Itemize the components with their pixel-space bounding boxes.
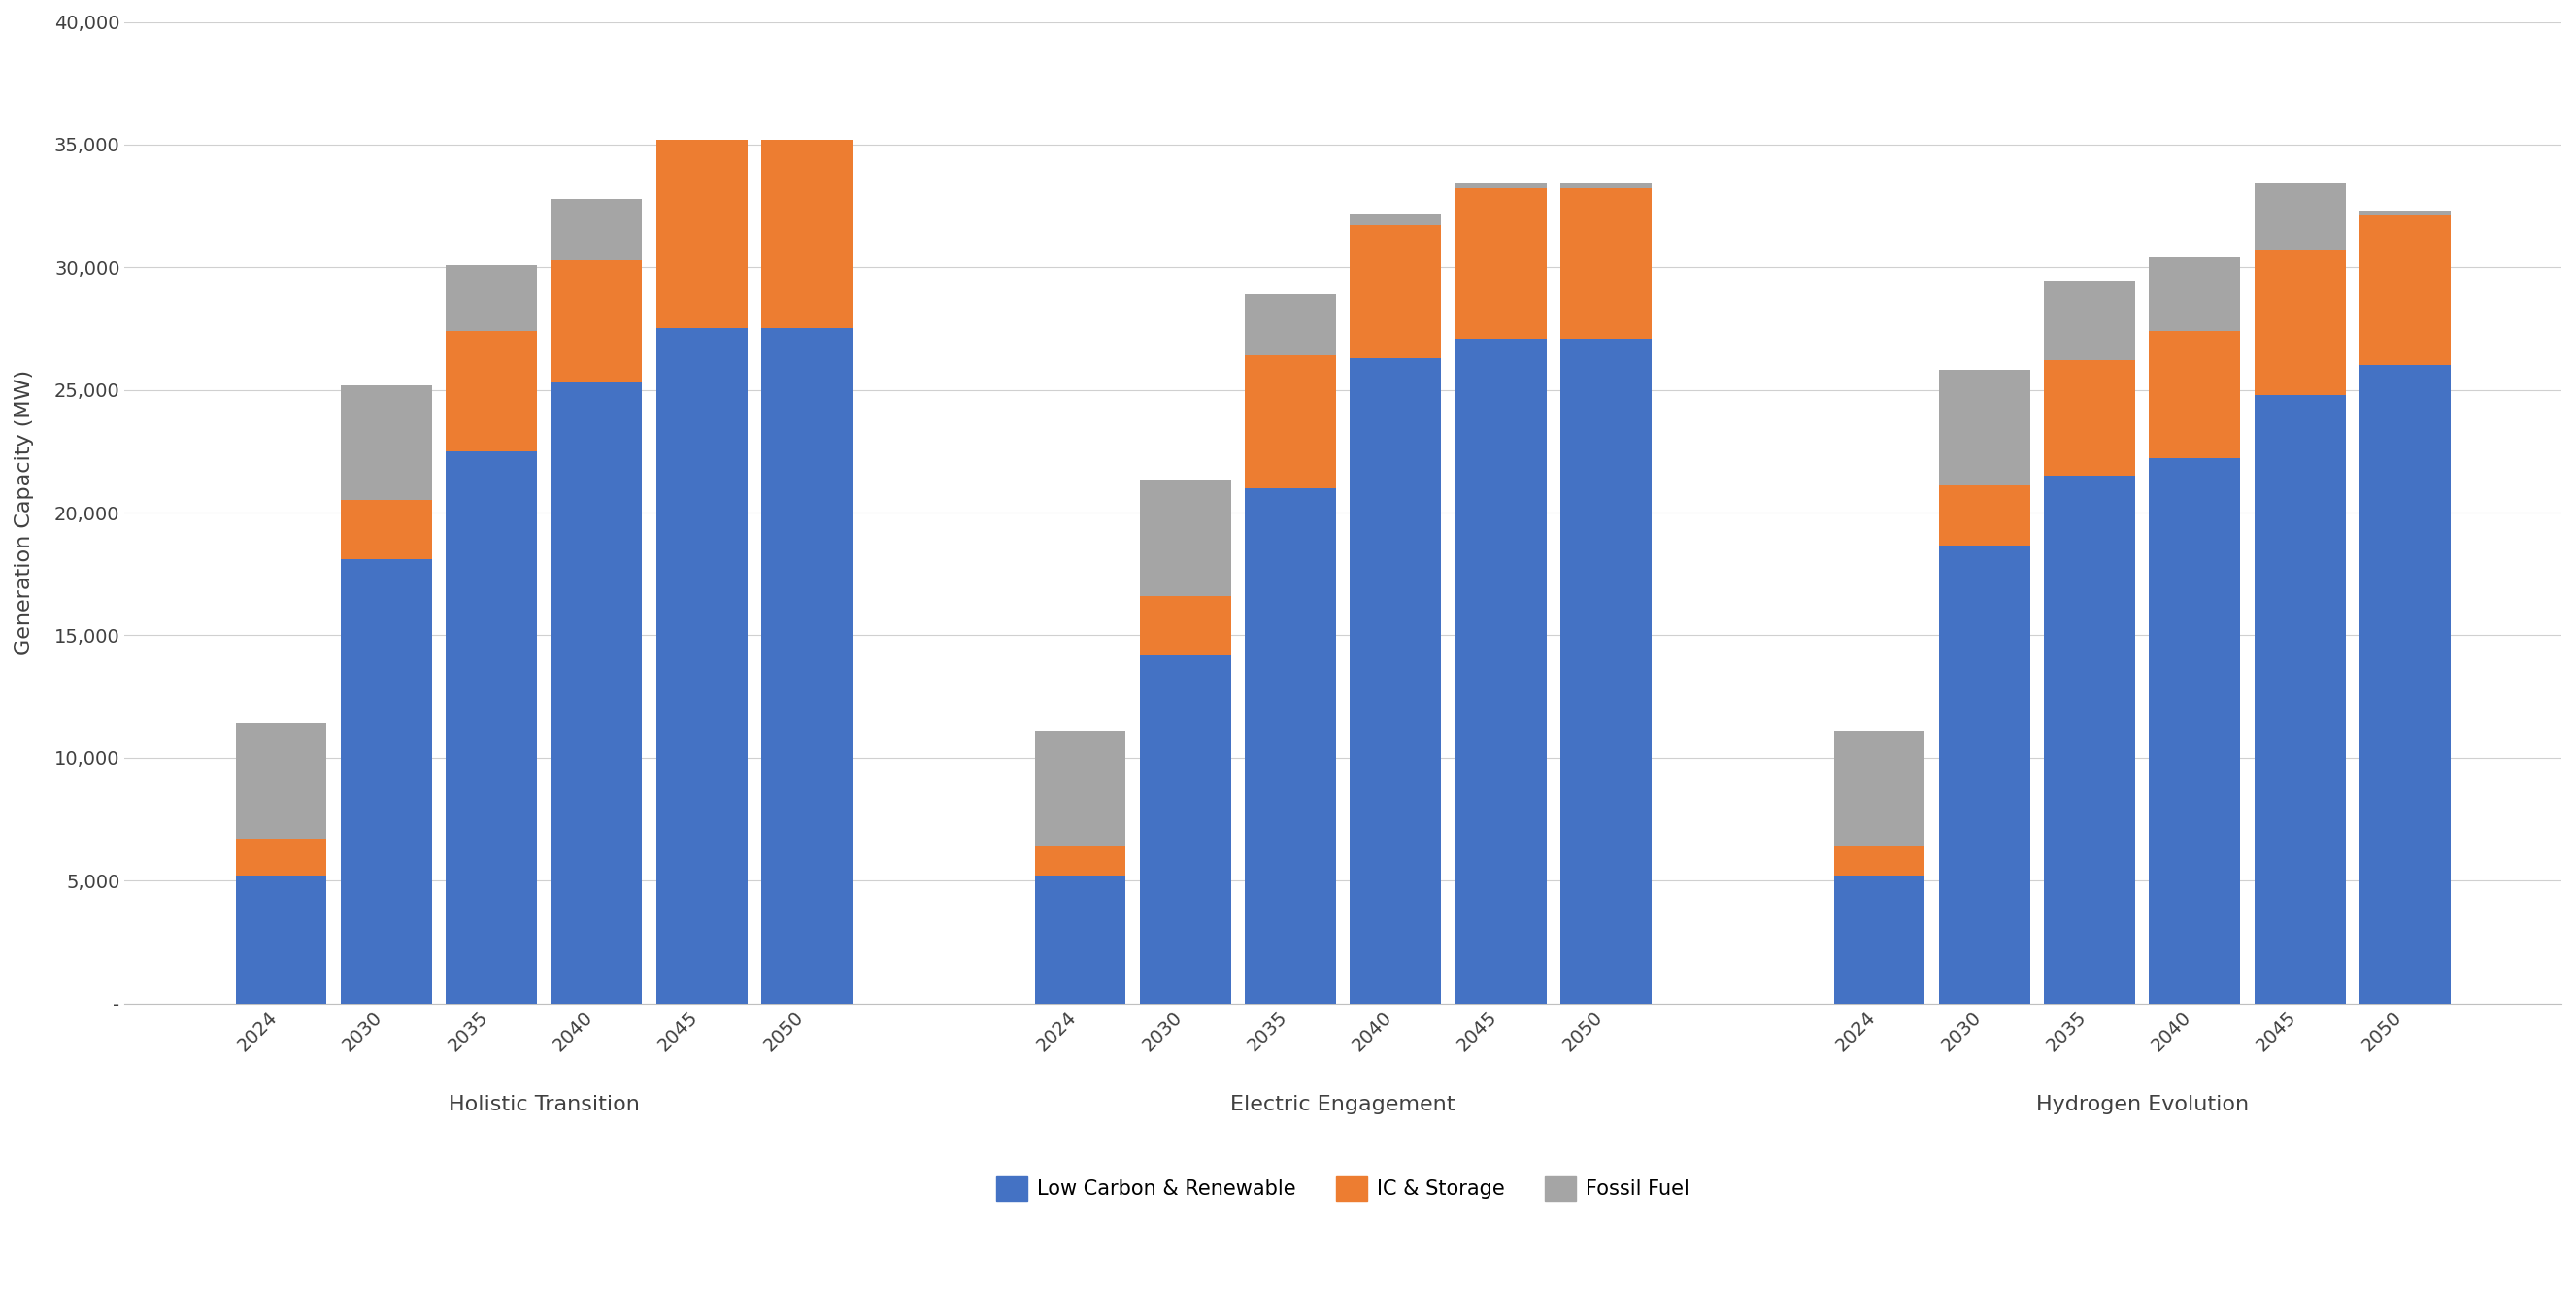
Bar (1834, 847, 1924, 875)
Bar (2360, 210, 2450, 216)
Bar (234, 839, 327, 875)
Bar (2045, 281, 2136, 360)
Bar (2045, 360, 2136, 476)
Bar (551, 199, 641, 259)
Bar (1350, 226, 1440, 358)
Bar (1834, 875, 1924, 1003)
Text: Hydrogen Evolution: Hydrogen Evolution (2035, 1095, 2249, 1114)
Bar (2254, 395, 2347, 1003)
Bar (2360, 216, 2450, 365)
Bar (446, 265, 536, 330)
Bar (2148, 330, 2241, 458)
Bar (1036, 731, 1126, 847)
Bar (446, 330, 536, 452)
Bar (1940, 371, 2030, 485)
Bar (234, 723, 327, 839)
Bar (1036, 847, 1126, 875)
Bar (2148, 458, 2241, 1003)
Bar (1244, 355, 1337, 488)
Bar (1940, 485, 2030, 547)
Bar (1350, 213, 1440, 226)
Bar (1455, 183, 1546, 188)
Bar (1244, 294, 1337, 355)
Bar (1036, 875, 1126, 1003)
Bar (446, 452, 536, 1003)
Text: Electric Engagement: Electric Engagement (1231, 1095, 1455, 1114)
Bar (1139, 480, 1231, 596)
Bar (1561, 183, 1651, 188)
Bar (2254, 183, 2347, 250)
Bar (1561, 338, 1651, 1003)
Bar (1940, 547, 2030, 1003)
Bar (551, 382, 641, 1003)
Y-axis label: Generation Capacity (MW): Generation Capacity (MW) (15, 369, 33, 656)
Bar (234, 875, 327, 1003)
Bar (1834, 731, 1924, 847)
Bar (1139, 596, 1231, 655)
Bar (657, 139, 747, 328)
Bar (657, 328, 747, 1003)
Bar (2045, 476, 2136, 1003)
Bar (762, 328, 853, 1003)
Bar (1350, 358, 1440, 1003)
Bar (2148, 257, 2241, 330)
Bar (1561, 188, 1651, 338)
Bar (1139, 655, 1231, 1003)
Bar (340, 501, 433, 559)
Bar (551, 259, 641, 382)
Bar (762, 139, 853, 328)
Legend: Low Carbon & Renewable, IC & Storage, Fossil Fuel: Low Carbon & Renewable, IC & Storage, Fo… (989, 1168, 1698, 1210)
Bar (1244, 488, 1337, 1003)
Bar (1455, 188, 1546, 338)
Bar (340, 385, 433, 501)
Bar (1455, 338, 1546, 1003)
Bar (340, 559, 433, 1003)
Bar (2360, 365, 2450, 1003)
Bar (2254, 250, 2347, 395)
Text: Holistic Transition: Holistic Transition (448, 1095, 639, 1114)
